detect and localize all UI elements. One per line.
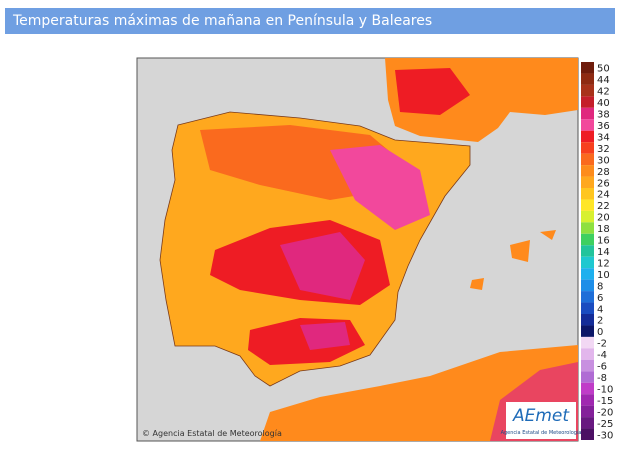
legend-swatch <box>581 245 594 257</box>
legend-label: 20 <box>597 213 610 224</box>
page-title: Temperaturas máximas de mañana en Peníns… <box>5 8 615 34</box>
legend-label: 42 <box>597 87 610 98</box>
legend-swatch <box>581 233 594 246</box>
legend-label: -2 <box>597 339 607 350</box>
legend-swatch <box>581 302 594 314</box>
legend-label: 10 <box>597 270 610 281</box>
legend-label: 24 <box>597 190 610 201</box>
legend-label: 44 <box>597 75 610 86</box>
legend-label: -25 <box>597 419 613 430</box>
legend-label: -15 <box>597 396 613 407</box>
legend-swatch <box>581 73 594 85</box>
legend-swatch <box>581 142 594 154</box>
legend-label: 16 <box>597 236 610 247</box>
legend-swatch <box>581 84 594 97</box>
legend-label: 12 <box>597 258 610 269</box>
legend-swatch <box>581 382 594 395</box>
legend-swatch <box>581 210 594 223</box>
legend-swatch <box>581 153 594 166</box>
legend-label: -4 <box>597 350 607 361</box>
legend-swatch <box>581 107 594 120</box>
legend-label: 32 <box>597 144 610 155</box>
legend-swatch <box>581 176 594 188</box>
logo: AEmet <box>512 406 570 426</box>
legend-label: -20 <box>597 407 613 418</box>
legend-swatch <box>581 336 594 349</box>
legend-swatch <box>581 268 594 280</box>
legend-swatch <box>581 62 594 74</box>
legend-label: 50 <box>597 64 610 75</box>
legend-swatch <box>581 348 594 360</box>
legend-swatch <box>581 428 594 440</box>
legend-label: -30 <box>597 430 613 441</box>
very-hot-area <box>280 232 365 300</box>
logo-box <box>506 402 576 439</box>
legend-label: 6 <box>597 293 603 304</box>
legend-swatch <box>581 371 594 383</box>
legend-label: 38 <box>597 110 610 121</box>
legend-label: -6 <box>597 362 607 373</box>
legend-swatch <box>581 291 594 303</box>
legend-label: 28 <box>597 167 610 178</box>
legend-swatch <box>581 165 594 177</box>
legend-swatch <box>581 199 594 211</box>
legend-swatch <box>581 256 594 269</box>
logo-subtitle: Agencia Estatal de Meteorología <box>501 429 582 436</box>
legend-swatch <box>581 405 594 418</box>
legend-label: 2 <box>597 316 603 327</box>
legend-swatch <box>581 359 594 372</box>
legend-swatch <box>581 119 594 131</box>
legend-label: -8 <box>597 373 607 384</box>
legend-label: 8 <box>597 281 603 292</box>
legend-label: 0 <box>597 327 603 338</box>
legend-label: 34 <box>597 132 610 143</box>
legend-label: 18 <box>597 224 610 235</box>
hot-area <box>330 145 430 230</box>
balearics <box>470 230 556 290</box>
legend-label: 36 <box>597 121 610 132</box>
legend-label: 30 <box>597 155 610 166</box>
legend-label: -10 <box>597 384 613 395</box>
legend-swatch <box>581 130 594 143</box>
legend-swatch <box>581 394 594 406</box>
legend-swatch <box>581 96 594 108</box>
legend-swatch <box>581 417 594 429</box>
legend-label: 26 <box>597 178 610 189</box>
legend-swatch <box>581 188 594 200</box>
legend-swatch <box>581 222 594 234</box>
very-hot-area <box>300 322 350 350</box>
legend-label: 40 <box>597 98 610 109</box>
legend-label: 4 <box>597 304 603 315</box>
hot-area <box>395 68 470 115</box>
legend-label: 14 <box>597 247 610 258</box>
legend-swatch <box>581 279 594 292</box>
credit: © Agencia Estatal de Meteorología <box>142 429 282 438</box>
legend-swatch <box>581 314 594 326</box>
legend-label: 22 <box>597 201 610 212</box>
legend-swatch <box>581 325 594 337</box>
